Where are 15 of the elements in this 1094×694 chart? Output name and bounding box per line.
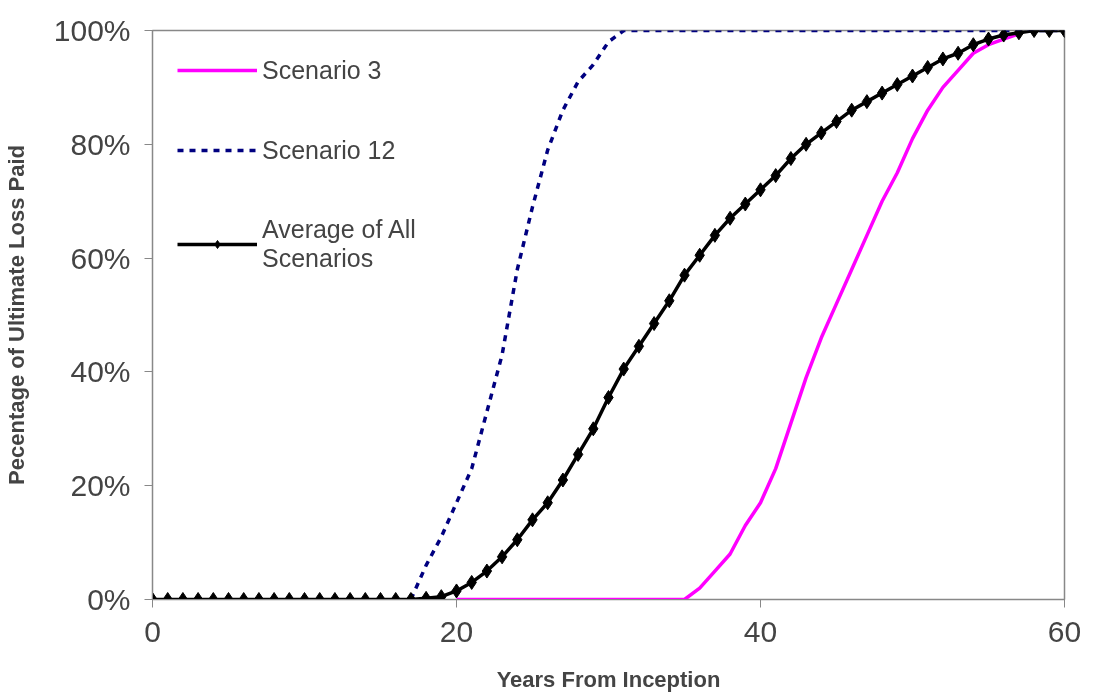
y-tick-label: 20%: [70, 469, 131, 503]
y-tick-label: 100%: [53, 14, 131, 47]
x-axis-title: Years From Inception: [496, 666, 721, 692]
x-tick-label: 0: [144, 614, 161, 648]
y-axis-title: Pecentage of Ultimate Loss Paid: [3, 145, 29, 485]
y-tick-label: 0%: [87, 583, 131, 616]
x-tick-label: 60: [1047, 614, 1082, 648]
legend-label: Average of All Scenarios: [262, 215, 416, 273]
x-tick-label: 20: [439, 614, 474, 648]
legend-label: Scenario 12: [262, 135, 396, 165]
y-tick-label: 80%: [70, 127, 131, 161]
x-tick-label: 40: [743, 614, 778, 648]
y-tick-label: 60%: [70, 241, 131, 275]
legend-label: Scenario 3: [262, 55, 382, 85]
y-tick-label: 40%: [70, 355, 131, 389]
